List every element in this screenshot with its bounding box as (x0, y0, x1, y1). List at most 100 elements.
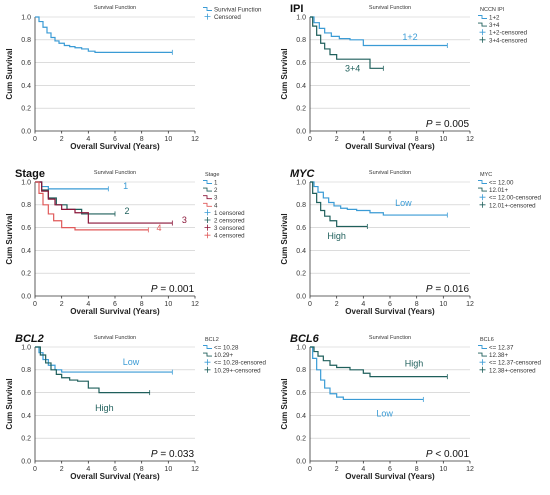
y-tick-label: 0.6 (296, 390, 306, 397)
x-tick-label: 0 (33, 301, 37, 308)
survival-function-title: Survival Function (94, 5, 136, 11)
p-value-number: = 0.001 (158, 284, 195, 295)
survival-curve-1 (310, 181, 448, 216)
legend-entry-label: 2 censored (214, 218, 245, 225)
x-tick-label: 2 (335, 136, 339, 143)
x-axis-label: Overall Survival (Years) (345, 472, 435, 481)
legend-entry-label: 10.29+-censored (214, 367, 261, 374)
x-tick-label: 10 (164, 136, 172, 143)
x-tick-label: 2 (60, 136, 64, 143)
legend-plus-swatch (479, 359, 486, 366)
y-tick-label: 0.2 (296, 271, 306, 278)
curve-label: 2 (124, 206, 129, 216)
legend-line-swatch (203, 202, 212, 207)
curve-label: 4 (156, 223, 161, 233)
survival-function-title: Survival Function (369, 5, 411, 11)
legend-line-swatch (203, 187, 212, 192)
legend-plus-swatch (204, 359, 211, 366)
y-tick-label: 1.0 (21, 344, 31, 351)
p-value: P = 0.005 (426, 119, 470, 130)
x-axis-label: Overall Survival (Years) (70, 142, 160, 151)
panel-title: MYC (290, 168, 316, 180)
legend-entry-label: Censored (214, 14, 241, 21)
legend-entry-label: 3+4 (489, 22, 500, 29)
x-tick-label: 8 (415, 301, 419, 308)
y-tick-label: 0.4 (21, 248, 31, 255)
legend-entry-label: <= 12.00-censored (489, 195, 542, 202)
legend-line-swatch (478, 22, 487, 27)
curve-label: High (95, 403, 114, 413)
legend-entry-label: 3+4-censored (489, 37, 528, 44)
panel-title: IPI (290, 3, 303, 15)
legend-line-swatch (203, 195, 212, 200)
legend-plus-swatch (479, 29, 486, 36)
curve-label: Low (123, 357, 140, 367)
p-symbol: P (426, 449, 433, 460)
y-tick-label: 1.0 (296, 344, 306, 351)
legend-line-swatch (478, 352, 487, 357)
survival-curve-2 (35, 346, 150, 394)
y-tick-label: 1.0 (296, 179, 306, 186)
p-symbol: P (151, 449, 158, 460)
y-tick-label: 0.4 (296, 248, 306, 255)
x-tick-label: 4 (361, 466, 365, 473)
y-tick-label: 0.8 (296, 37, 306, 44)
survival-curve-1 (35, 16, 173, 53)
legend-entry-label: <= 10.28-censored (214, 360, 267, 367)
y-tick-label: 0.2 (296, 106, 306, 113)
curve-label: 1+2 (402, 32, 417, 42)
x-tick-label: 6 (388, 301, 392, 308)
curve-label: Low (395, 198, 412, 208)
legend-line-swatch (203, 180, 212, 184)
legend-title: Stage (205, 172, 219, 178)
survival-function-title: Survival Function (369, 335, 411, 341)
y-tick-label: 0.6 (21, 390, 31, 397)
y-tick-label: 1.0 (21, 14, 31, 21)
legend-plus-swatch (479, 194, 486, 201)
p-symbol: P (426, 284, 433, 295)
p-value: P = 0.016 (426, 284, 470, 295)
x-tick-label: 12 (466, 136, 474, 143)
y-tick-label: 0.0 (21, 128, 31, 135)
y-tick-label: 0.6 (21, 60, 31, 67)
legend-line-swatch (478, 15, 487, 19)
legend-plus-swatch (204, 209, 211, 216)
x-tick-label: 8 (140, 301, 144, 308)
x-tick-label: 6 (388, 466, 392, 473)
legend-entry-label: <= 12.37 (489, 345, 514, 352)
y-axis-label: Cum Survival (5, 378, 14, 429)
x-tick-label: 10 (164, 301, 172, 308)
survival-curve-1 (310, 346, 424, 401)
x-tick-label: 2 (60, 466, 64, 473)
x-tick-label: 12 (191, 136, 199, 143)
km-panel-5: 0.0 0.2 0.4 0.6 0.8 1.0 0 2 4 6 8 10 12 Overall Survi… (5, 333, 267, 481)
x-tick-label: 8 (140, 466, 144, 473)
x-axis-label: Overall Survival (Years) (345, 307, 435, 316)
survival-function-title: Survival Function (369, 170, 411, 176)
y-tick-label: 0.8 (296, 367, 306, 374)
km-panel-6: 0.0 0.2 0.4 0.6 0.8 1.0 0 2 4 6 8 10 12 Overall Survi… (280, 333, 542, 481)
legend-plus-swatch (204, 13, 211, 20)
x-tick-label: 12 (191, 301, 199, 308)
legend-line-swatch (203, 7, 212, 11)
legend-title: MYC (480, 172, 492, 178)
x-tick-label: 6 (113, 301, 117, 308)
legend-entry-label: 3 censored (214, 225, 245, 232)
y-axis-label: Cum Survival (5, 48, 14, 99)
legend-line-swatch (203, 352, 212, 357)
x-axis-label: Overall Survival (Years) (345, 142, 435, 151)
legend-entry-label: 12.01+ (489, 187, 508, 194)
survival-curve-4 (35, 181, 149, 231)
legend-line-swatch (478, 345, 487, 349)
legend-entry-label: 1+2 (489, 15, 500, 22)
survival-function-title: Survival Function (94, 335, 136, 341)
x-tick-label: 4 (86, 136, 90, 143)
y-axis-label: Cum Survival (280, 213, 289, 264)
curve-label: 3 (182, 215, 187, 225)
x-tick-label: 6 (113, 136, 117, 143)
legend-entry-label: 12.01+-censored (489, 202, 536, 209)
x-axis-label: Overall Survival (Years) (70, 472, 160, 481)
y-tick-label: 0.0 (296, 128, 306, 135)
legend-title: BCL6 (480, 337, 494, 343)
